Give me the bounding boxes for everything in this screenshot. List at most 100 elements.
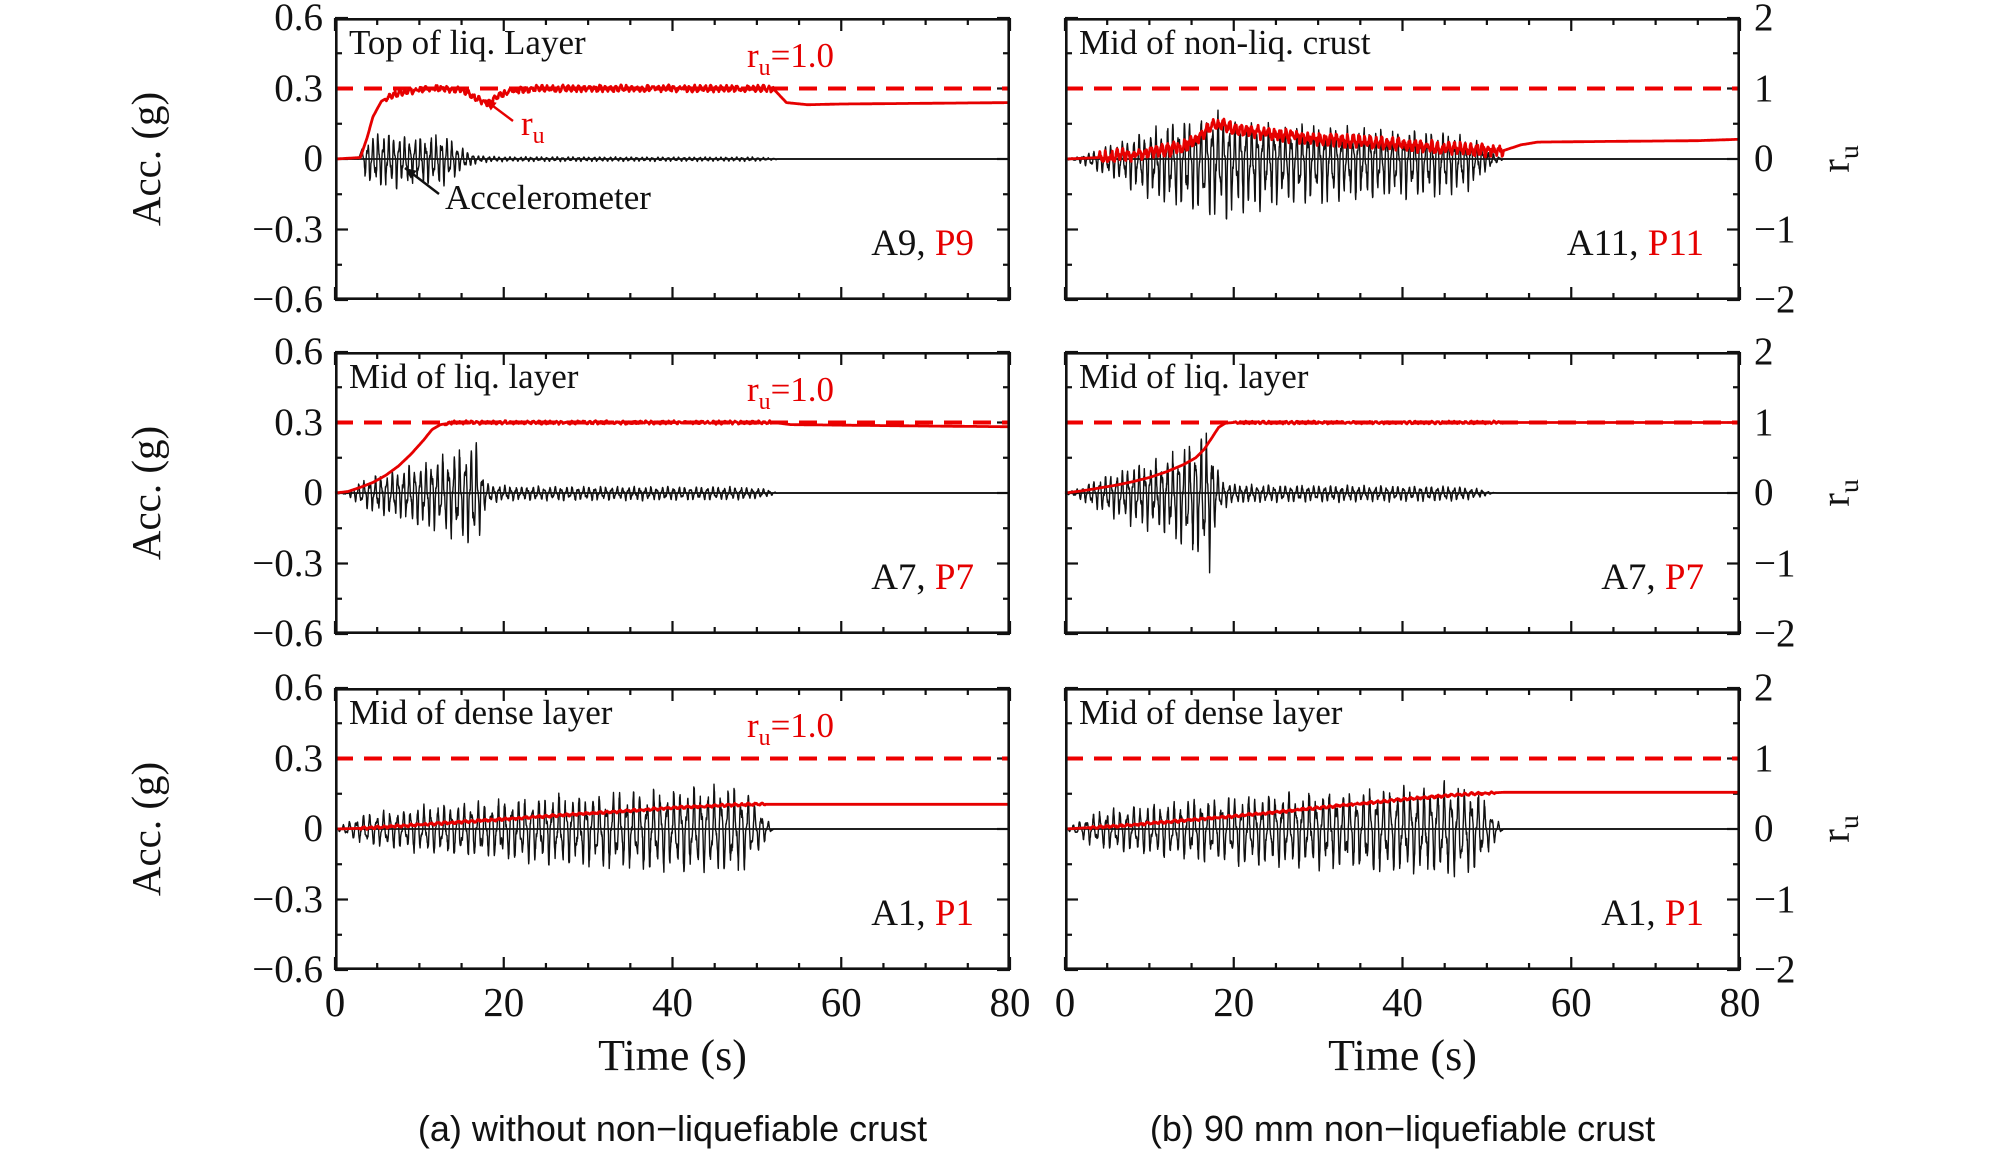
panel-a-mid: Mid of liq. layer A7, P7 ru=1.0 [333, 350, 1012, 636]
piezometer-id-label: P7 [1664, 557, 1704, 598]
accelerometer-id-label: A9, [871, 223, 926, 264]
ru-reference-label: ru=1.0 [747, 370, 835, 415]
panel-frame [1064, 17, 1741, 300]
ru-tick-label: −1 [1754, 207, 1796, 251]
panel-frame [1064, 351, 1741, 634]
panel-plot-b-mid [1063, 350, 1742, 636]
accelerometer-id-label: A11, [1566, 223, 1639, 264]
panel-frame [334, 687, 1011, 970]
panel-sensor-labels: A7, P7 [871, 556, 974, 599]
ru-callout-arrow [485, 100, 497, 111]
panel-b-mid: Mid of liq. layer A7, P7 [1063, 350, 1742, 636]
ru-reference-label: ru=1.0 [747, 706, 835, 751]
panel-title: Mid of liq. layer [1079, 357, 1309, 396]
acc-tick-label: 0.3 [274, 736, 323, 780]
pore-pressure-ratio-trace [1064, 117, 1741, 164]
ru-callout-label: ru [521, 104, 545, 149]
panel-plot-a-bottom [333, 686, 1012, 972]
acc-tick-label: 0.3 [274, 66, 323, 110]
panel-title: Mid of non-liq. crust [1079, 23, 1371, 62]
acc-tick-label: 0 [303, 807, 324, 850]
panel-plot-b-bottom [1063, 686, 1742, 972]
ru-tick-label: 2 [1754, 0, 1774, 39]
ru-tick-label: 2 [1754, 330, 1774, 373]
ru-tick-label: −1 [1754, 541, 1796, 585]
panel-frame [334, 17, 1011, 300]
piezometer-id-label: P1 [934, 893, 974, 934]
accelerometer-trace [334, 442, 1010, 544]
time-tick-label: 40 [1382, 979, 1423, 1025]
acc-tick-label: 0 [303, 471, 324, 514]
ru-tick-label: 1 [1754, 400, 1774, 444]
acc-tick-label: −0.3 [252, 207, 323, 251]
panel-plot-a-mid [333, 350, 1012, 636]
time-axis-title-b: Time (s) [1328, 1031, 1477, 1080]
ru-tick-label: −1 [1754, 877, 1796, 921]
acc-tick-label: 0.6 [274, 0, 323, 39]
panel-title: Mid of dense layer [1079, 693, 1343, 732]
accelerometer-id-label: A7, [871, 557, 926, 598]
panel-title: Mid of liq. layer [349, 357, 579, 396]
pore-pressure-ratio-trace [334, 801, 1011, 831]
acc-tick-label: 0.6 [274, 330, 323, 373]
acc-axis-title: Acc. (g) [123, 761, 169, 897]
panel-plot-a-top [333, 16, 1012, 302]
panel-title: Mid of dense layer [349, 693, 613, 732]
panel-sensor-labels: A1, P1 [1601, 892, 1704, 935]
panel-sensor-labels: A1, P1 [871, 892, 974, 935]
ru-tick-label: 1 [1754, 736, 1774, 780]
acc-tick-label: −0.6 [252, 948, 323, 991]
ru-tick-label: 0 [1754, 137, 1774, 180]
time-tick-label: 0 [324, 979, 346, 1025]
ru-tick-label: 0 [1754, 807, 1774, 850]
acc-tick-label: 0.3 [274, 400, 323, 444]
panel-plot-b-top [1063, 16, 1742, 302]
accelerometer-trace [1064, 432, 1737, 574]
ru-axis-title: ru [1812, 479, 1866, 507]
accelerometer-trace [1064, 109, 1740, 220]
time-tick-label: 20 [483, 979, 525, 1025]
panel-b-top: Mid of non-liq. crust A11, P11 [1063, 16, 1742, 302]
time-tick-label: 80 [1719, 979, 1761, 1025]
acc-tick-label: −0.3 [252, 541, 323, 585]
acc-axis-title: Acc. (g) [123, 425, 169, 561]
time-axis-title-a: Time (s) [598, 1031, 747, 1080]
accelerometer-trace [334, 783, 1010, 874]
accelerometer-trace [335, 133, 1008, 190]
panel-sensor-labels: A9, P9 [871, 222, 974, 265]
time-tick-label: 40 [652, 979, 693, 1025]
acc-tick-label: −0.6 [252, 278, 323, 321]
panel-a-top: Top of liq. Layer A9, P9 ru=1.0 ru Accelerom… [333, 16, 1012, 302]
ru-reference-label: ru=1.0 [747, 36, 835, 81]
ru-tick-label: 2 [1754, 666, 1774, 709]
ru-tick-label: 1 [1754, 66, 1774, 110]
caption-a: (a) without non−liquefiable crust [417, 1108, 928, 1149]
acc-tick-label: 0.6 [274, 666, 323, 709]
time-tick-label: 0 [1054, 979, 1076, 1025]
pore-pressure-ratio-trace [1064, 790, 1741, 831]
pore-pressure-ratio-trace [334, 83, 1011, 161]
accelerometer-id-label: A7, [1601, 557, 1656, 598]
piezometer-id-label: P1 [1664, 893, 1704, 934]
acc-tick-label: 0 [303, 137, 324, 180]
time-tick-label: 60 [1550, 979, 1592, 1025]
piezometer-id-label: P9 [934, 223, 974, 264]
accelerometer-callout-label: Accelerometer [445, 178, 651, 217]
pore-pressure-ratio-trace [334, 419, 1011, 495]
accelerometer-trace [1064, 780, 1740, 878]
acc-tick-label: −0.3 [252, 877, 323, 921]
piezometer-id-label: P11 [1647, 223, 1704, 264]
accelerometer-id-label: A1, [1601, 893, 1656, 934]
acc-axis-title: Acc. (g) [123, 91, 169, 227]
ru-axis-title: ru [1812, 815, 1866, 843]
panel-frame [1064, 687, 1741, 970]
accelerometer-id-label: A1, [871, 893, 926, 934]
caption-b: (b) 90 mm non−liquefiable crust [1149, 1108, 1656, 1149]
panel-sensor-labels: A7, P7 [1601, 556, 1704, 599]
panel-title: Top of liq. Layer [349, 23, 586, 62]
ru-tick-label: −2 [1754, 612, 1796, 655]
pore-pressure-ratio-trace [1064, 419, 1741, 495]
time-tick-label: 20 [1213, 979, 1255, 1025]
ru-axis-title: ru [1812, 145, 1866, 173]
